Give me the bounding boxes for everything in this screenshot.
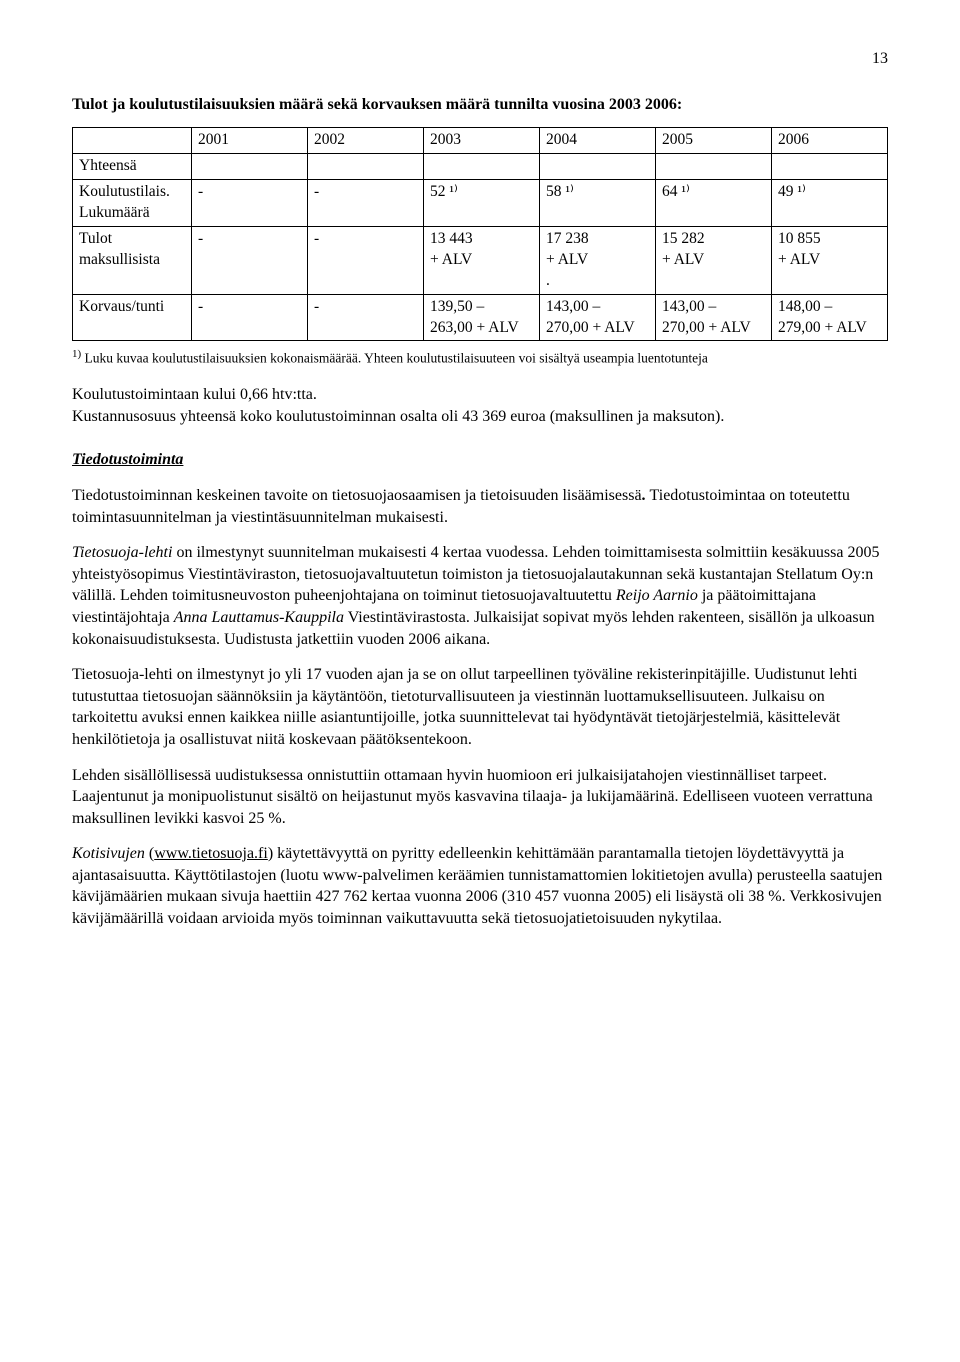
- paragraph: Kotisivujen (www.tietosuoja.fi) käytettä…: [72, 843, 888, 929]
- cell: 52 ¹⁾: [423, 180, 539, 227]
- cell: 58 ¹⁾: [539, 180, 655, 227]
- paragraph: Koulutustoimintaan kului 0,66 htv:tta.: [72, 384, 888, 406]
- cell: -: [308, 180, 424, 227]
- col-header: 2004: [539, 128, 655, 154]
- footnote-marker: 1): [72, 348, 81, 360]
- cell: [539, 154, 655, 180]
- col-header: 2003: [423, 128, 539, 154]
- row-label: Korvaus/tunti: [73, 294, 192, 341]
- cell: -: [308, 226, 424, 294]
- cell: [192, 154, 308, 180]
- text: (: [145, 845, 154, 862]
- footnote-text: Luku kuvaa koulutustilaisuuksien kokonai…: [85, 351, 708, 366]
- section-title: Tulot ja koulutustilaisuuksien määrä sek…: [72, 94, 888, 116]
- cell: 10 855+ ALV: [771, 226, 887, 294]
- row-label: Koulutustilais. Lukumäärä: [73, 180, 192, 227]
- subheading-tiedotustoiminta: Tiedotustoiminta: [72, 449, 888, 471]
- paragraph: Tietosuoja-lehti on ilmestynyt jo yli 17…: [72, 664, 888, 750]
- cell: 148,00 –279,00 + ALV: [771, 294, 887, 341]
- table-header-row: 2001 2002 2003 2004 2005 2006: [73, 128, 888, 154]
- cell: 143,00 –270,00 + ALV: [655, 294, 771, 341]
- cell: -: [192, 294, 308, 341]
- text-bold: .: [642, 487, 650, 504]
- col-header: 2002: [308, 128, 424, 154]
- table-row: Koulutustilais. Lukumäärä - - 52 ¹⁾ 58 ¹…: [73, 180, 888, 227]
- cell: [308, 154, 424, 180]
- paragraph: Tietosuoja-lehti on ilmestynyt suunnitel…: [72, 542, 888, 650]
- text: ): [268, 845, 277, 862]
- paragraph: Kustannusosuus yhteensä koko koulutustoi…: [72, 406, 888, 428]
- person-name: Reijo Aarnio: [616, 587, 698, 604]
- cell: 139,50 –263,00 + ALV: [423, 294, 539, 341]
- cell: 15 282+ ALV: [655, 226, 771, 294]
- text: Tiedotustoiminnan keskeinen tavoite on t…: [72, 487, 642, 504]
- paragraph: Lehden sisällöllisessä uudistuksessa onn…: [72, 765, 888, 830]
- cell: -: [192, 226, 308, 294]
- col-header: [73, 128, 192, 154]
- cell: 143,00 –270,00 + ALV: [539, 294, 655, 341]
- kotisivut-lead: Kotisivujen: [72, 845, 145, 862]
- person-name: Anna Lauttamus-Kauppila: [174, 609, 344, 626]
- cell: [655, 154, 771, 180]
- data-table: 2001 2002 2003 2004 2005 2006 Yhteensä K…: [72, 127, 888, 341]
- cell: -: [192, 180, 308, 227]
- row-label: Yhteensä: [73, 154, 192, 180]
- table-row: Yhteensä: [73, 154, 888, 180]
- cell: 13 443+ ALV: [423, 226, 539, 294]
- table-footnote: 1) Luku kuvaa koulutustilaisuuksien koko…: [72, 347, 888, 368]
- col-header: 2005: [655, 128, 771, 154]
- table-row: Korvaus/tunti - - 139,50 –263,00 + ALV 1…: [73, 294, 888, 341]
- col-header: 2001: [192, 128, 308, 154]
- cell: [771, 154, 887, 180]
- cell: -: [308, 294, 424, 341]
- cell: [423, 154, 539, 180]
- row-label: Tulot maksullisista: [73, 226, 192, 294]
- col-header: 2006: [771, 128, 887, 154]
- kotisivut-link[interactable]: www.tietosuoja.fi: [154, 845, 268, 862]
- table-row: Tulot maksullisista - - 13 443+ ALV 17 2…: [73, 226, 888, 294]
- cell: 49 ¹⁾: [771, 180, 887, 227]
- cell: 64 ¹⁾: [655, 180, 771, 227]
- lehti-name: Tietosuoja-lehti: [72, 544, 172, 561]
- paragraph: Tiedotustoiminnan keskeinen tavoite on t…: [72, 485, 888, 528]
- cell: 17 238+ ALV.: [539, 226, 655, 294]
- page-number: 13: [72, 48, 888, 70]
